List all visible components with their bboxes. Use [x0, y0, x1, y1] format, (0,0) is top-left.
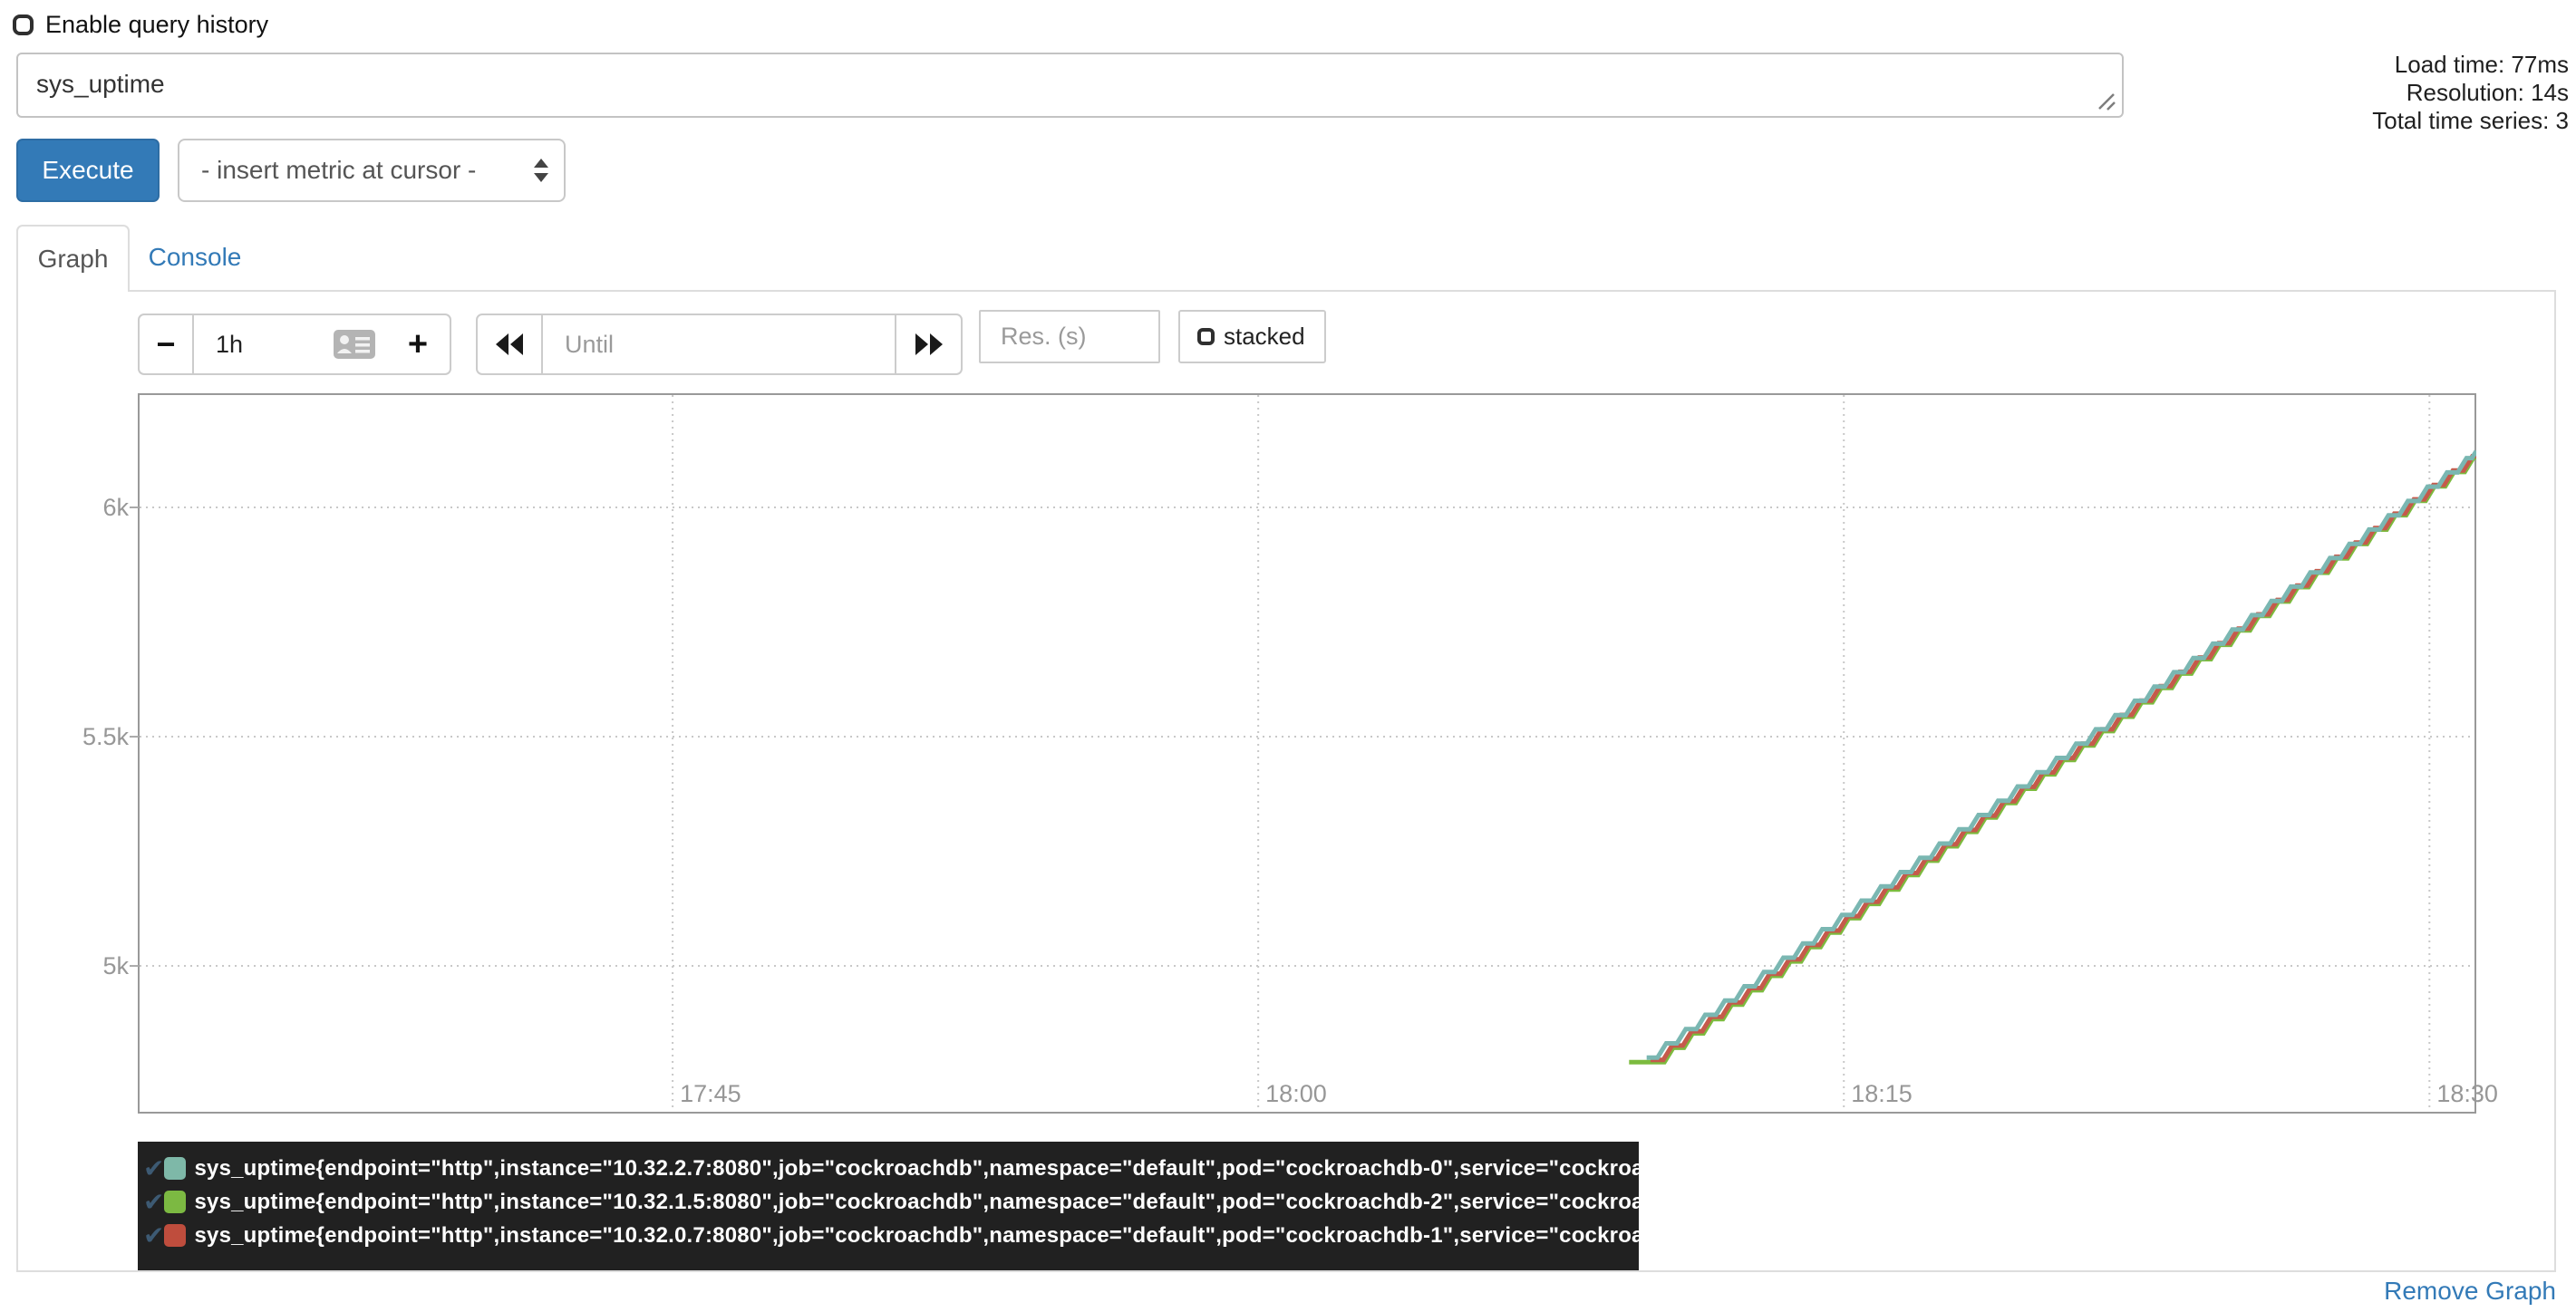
select-updown-arrows-icon: [534, 159, 548, 182]
tab-console-label: Console: [148, 243, 242, 271]
insert-metric-select-value: - insert metric at cursor -: [201, 156, 477, 184]
tab-console[interactable]: Console: [136, 225, 254, 290]
tab-graph-label: Graph: [37, 245, 109, 273]
legend-swatch: [164, 1224, 187, 1247]
legend-series-label: sys_uptime{endpoint="http",instance="10.…: [194, 1155, 1716, 1181]
legend-swatch: [164, 1191, 187, 1213]
until-control-group: [476, 314, 963, 375]
fast-forward-icon: [915, 333, 943, 355]
y-tick-label: 6k: [102, 494, 129, 521]
x-tick-label: 18:00: [1265, 1080, 1327, 1107]
enable-query-history-label: Enable query history: [45, 11, 269, 38]
legend-swatch: [164, 1157, 187, 1180]
range-control-group: − +: [138, 314, 451, 375]
load-time: Load time: 77ms: [2394, 51, 2569, 78]
stacked-toggle[interactable]: stacked: [1178, 310, 1326, 363]
x-tick-label: 18:30: [2436, 1080, 2498, 1107]
query-history-row: Enable query history: [13, 11, 268, 39]
plus-icon: +: [407, 325, 429, 363]
minus-icon: −: [156, 325, 176, 362]
legend-item[interactable]: ✔ sys_uptime{endpoint="http",instance="10…: [138, 1185, 1716, 1219]
time-forward-button[interactable]: [895, 314, 963, 375]
legend-series-label: sys_uptime{endpoint="http",instance="10.…: [194, 1222, 1716, 1248]
time-back-button[interactable]: [476, 314, 543, 375]
range-input[interactable]: [194, 314, 386, 375]
y-tick-label: 5.5k: [82, 723, 129, 751]
y-tick-label: 5k: [102, 952, 129, 980]
legend-check-icon[interactable]: ✔: [143, 1220, 165, 1250]
legend-check-icon[interactable]: ✔: [143, 1153, 165, 1183]
legend-series-label: sys_uptime{endpoint="http",instance="10.…: [194, 1189, 1716, 1214]
uptime-line-chart[interactable]: [129, 393, 2476, 1114]
range-increase-button[interactable]: +: [384, 314, 451, 375]
query-stats: Load time: 77ms Resolution: 14s Total ti…: [2372, 51, 2569, 135]
graph-panel: − +: [16, 290, 2556, 1272]
legend-item[interactable]: ✔ sys_uptime{endpoint="http",instance="10…: [138, 1152, 1716, 1185]
until-input[interactable]: [543, 314, 896, 375]
execute-button[interactable]: Execute: [16, 139, 160, 202]
total-time-series: Total time series: 3: [2372, 107, 2569, 134]
resolution-input[interactable]: [979, 310, 1160, 363]
series-line-0: [1646, 449, 2476, 1060]
query-expression-input[interactable]: sys_uptime: [16, 53, 2124, 118]
legend-check-icon[interactable]: ✔: [143, 1186, 165, 1217]
tab-graph[interactable]: Graph: [16, 225, 130, 292]
remove-graph-link[interactable]: Remove Graph: [2384, 1277, 2556, 1305]
chart-legend: ✔ sys_uptime{endpoint="http",instance="10…: [138, 1142, 1716, 1270]
stacked-checkbox[interactable]: [1197, 328, 1215, 345]
autofill-contact-icon[interactable]: [334, 330, 375, 359]
textarea-resize-grip-icon[interactable]: [2096, 91, 2117, 112]
stacked-label: stacked: [1224, 323, 1305, 350]
enable-query-history-checkbox[interactable]: [13, 14, 34, 35]
x-tick-label: 18:15: [1851, 1080, 1913, 1107]
rewind-icon: [496, 333, 523, 355]
resolution: Resolution: 14s: [2406, 79, 2569, 106]
insert-metric-select[interactable]: - insert metric at cursor -: [178, 139, 566, 202]
legend-item[interactable]: ✔ sys_uptime{endpoint="http",instance="10…: [138, 1219, 1716, 1252]
x-tick-label: 17:45: [680, 1080, 741, 1107]
range-decrease-button[interactable]: −: [138, 314, 194, 375]
